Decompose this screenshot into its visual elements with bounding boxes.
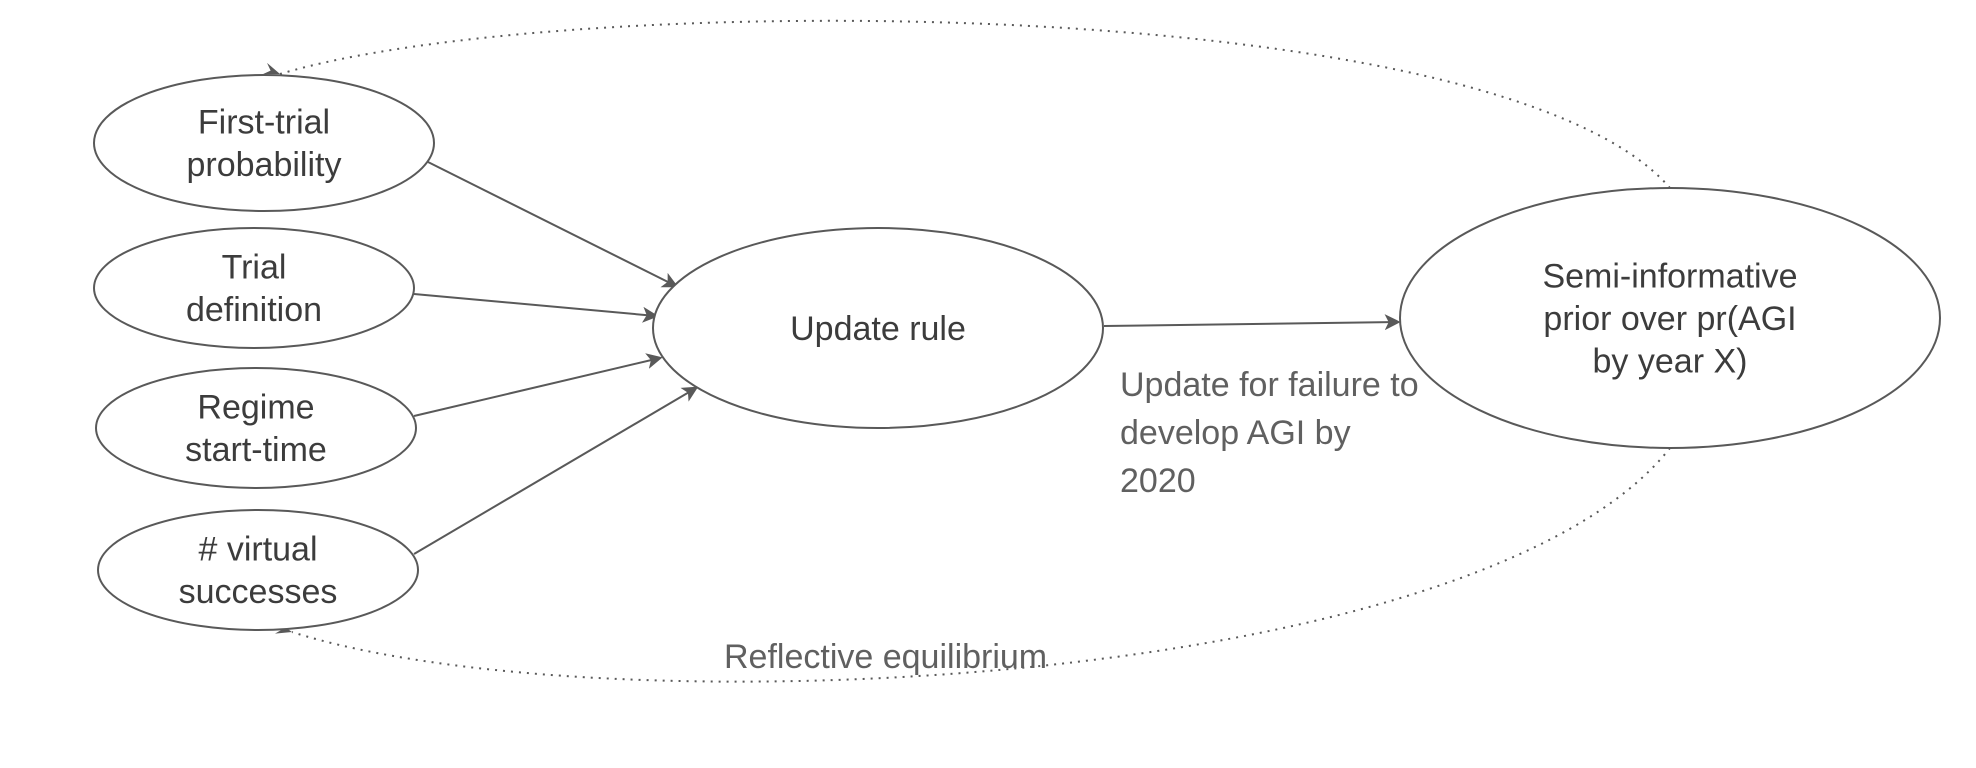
node-first-trial: First-trialprobability — [94, 75, 434, 211]
edge-label-update-failure: Update for failure todevelop AGI by2020 — [1120, 366, 1419, 500]
edge-update-to-prior — [1104, 322, 1398, 326]
node-update-rule: Update rule — [653, 228, 1103, 428]
node-virtual-successes: # virtualsuccesses — [98, 510, 418, 630]
diagram-canvas: First-trialprobability Trialdefinition R… — [0, 0, 1976, 768]
edge-virtual-to-update — [414, 388, 696, 554]
node-regime-start-time: Regimestart-time — [96, 368, 416, 488]
edge-label-reflective-equilibrium: Reflective equilibrium — [724, 638, 1047, 676]
edge-trial-def-to-update — [414, 294, 656, 316]
node-semi-informative-prior: Semi-informativeprior over pr(AGIby year… — [1400, 188, 1940, 448]
svg-text:Update rule: Update rule — [790, 310, 966, 348]
edge-first-trial-to-update — [428, 162, 676, 286]
dotted-arc-top — [280, 21, 1670, 188]
edge-regime-to-update — [414, 358, 660, 416]
node-trial-definition: Trialdefinition — [94, 228, 414, 348]
